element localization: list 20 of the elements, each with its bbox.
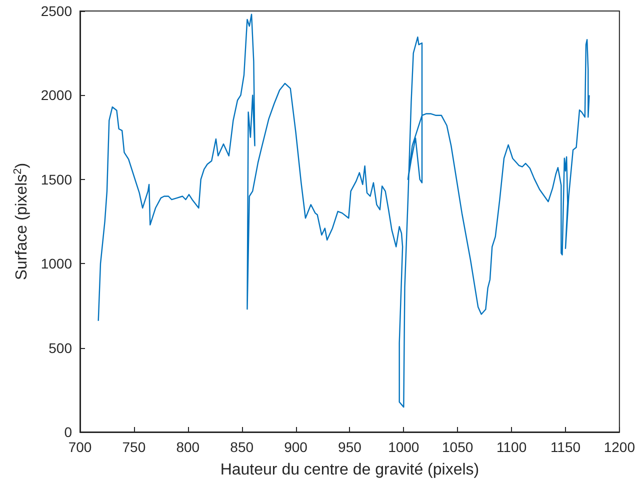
x-tick-label: 850 bbox=[230, 439, 254, 455]
x-tick-label: 750 bbox=[122, 439, 146, 455]
x-axis-title: Hauteur du centre de gravité (pixels) bbox=[220, 462, 480, 478]
y-tick-label: 1500 bbox=[40, 171, 72, 188]
y-tick-label: 1000 bbox=[40, 256, 72, 272]
x-tick-label: 700 bbox=[68, 439, 92, 455]
y-axis-title: Surface (pixels2) bbox=[12, 162, 30, 280]
y-tick-label: 2500 bbox=[40, 3, 72, 19]
y-tick-label: 2000 bbox=[40, 87, 72, 104]
x-tick-label: 800 bbox=[176, 439, 200, 455]
x-tick-label: 1200 bbox=[604, 439, 636, 455]
line-series bbox=[98, 14, 590, 408]
x-tick-label: 1000 bbox=[388, 439, 420, 455]
y-tick-label: 500 bbox=[48, 340, 72, 356]
x-tick-label: 950 bbox=[338, 439, 362, 455]
y-tick-label: 0 bbox=[64, 424, 72, 440]
x-tick-label: 1150 bbox=[550, 439, 581, 455]
x-tick-label: 1050 bbox=[442, 439, 474, 455]
x-tick-label: 1100 bbox=[496, 439, 527, 455]
x-tick-label: 900 bbox=[284, 439, 308, 455]
